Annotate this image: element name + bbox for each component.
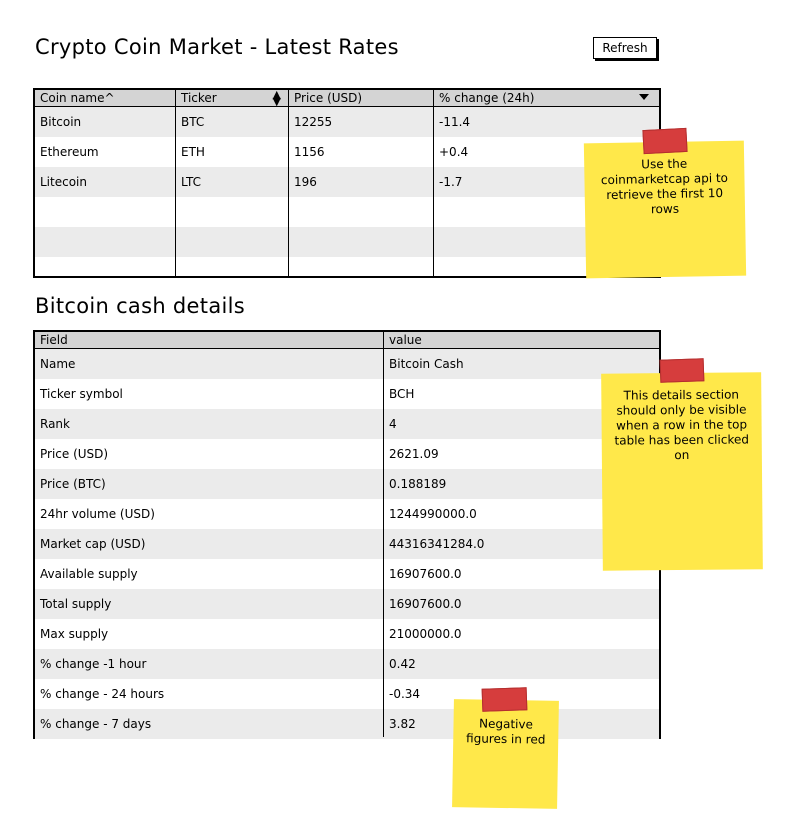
sticky-note-text: Negative figures in red [465, 716, 546, 747]
field-cell: % change - 24 hours [40, 687, 165, 701]
ticker-cell: ETH [181, 145, 205, 159]
tape-icon [481, 687, 528, 712]
field-cell: Ticker symbol [40, 387, 123, 401]
field-cell: Price (USD) [40, 447, 109, 461]
value-cell: 1244990000.0 [389, 507, 477, 521]
coin-name-cell: Bitcoin [35, 106, 176, 137]
column-header-ticker[interactable]: Ticker ▲ ▼ [176, 90, 289, 107]
details-row: Available supply 16907600.0 [35, 559, 659, 589]
table-row-empty [35, 197, 659, 227]
details-row: Price (USD) 2621.09 [35, 439, 659, 469]
field-cell: % change -1 hour [35, 649, 384, 679]
ticker-cell: BTC [176, 106, 289, 137]
sticky-note-text: This details section should only be visi… [614, 387, 749, 463]
value-cell: 16907600.0 [384, 589, 659, 619]
field-cell: Name [35, 348, 384, 379]
column-header-change[interactable]: % change (24h) [434, 90, 659, 107]
sort-both-icon[interactable]: ▲ ▼ [272, 90, 281, 107]
field-cell: Market cap (USD) [35, 529, 384, 559]
value-cell: 0.42 [384, 649, 659, 679]
field-cell: Price (BTC) [35, 469, 384, 499]
table-row-empty [35, 227, 659, 257]
field-cell: % change - 7 days [35, 709, 384, 739]
value-cell: 2621.09 [389, 447, 439, 461]
details-row: Name Bitcoin Cash [35, 348, 659, 379]
field-cell: Total supply [35, 589, 384, 619]
details-row: Max supply 21000000.0 [35, 619, 659, 649]
refresh-button[interactable]: Refresh [593, 37, 657, 59]
field-cell: Max supply [40, 627, 109, 641]
sticky-note-api: Use the coinmarketcap api to retrieve th… [583, 140, 747, 279]
details-row: % change - 7 days 3.82 [35, 709, 659, 739]
coin-name-cell: Ethereum [40, 145, 99, 159]
column-divider [383, 332, 384, 737]
sticky-note-text: Use the coinmarketcap api to retrieve th… [600, 156, 729, 217]
table-row[interactable]: Ethereum ETH 1156 +0.4 [35, 137, 659, 167]
table-row[interactable]: Litecoin LTC 196 -1.7 [35, 167, 659, 197]
details-table: Field value Name Bitcoin Cash Ticker symb… [33, 330, 661, 739]
details-row: Market cap (USD) 44316341284.0 [35, 529, 659, 559]
column-header-ticker-label: Ticker [181, 91, 217, 105]
field-cell: Rank [35, 409, 384, 439]
details-title: Bitcoin cash details [35, 294, 245, 318]
value-cell: 16907600.0 [389, 567, 462, 581]
change-cell: +0.4 [439, 145, 469, 159]
dropdown-arrow-icon[interactable] [639, 94, 649, 100]
column-divider [433, 90, 434, 276]
details-row: Ticker symbol BCH [35, 379, 659, 409]
market-table: Coin name^ Ticker ▲ ▼ Price (USD) % chang… [33, 88, 661, 278]
details-row: Total supply 16907600.0 [35, 589, 659, 619]
column-header-field[interactable]: Field [35, 332, 384, 349]
column-header-change-label: % change (24h) [439, 91, 535, 105]
details-row: Rank 4 [35, 409, 659, 439]
tape-icon [659, 358, 705, 383]
change-cell: -11.4 [434, 106, 659, 137]
page-title: Crypto Coin Market - Latest Rates [35, 35, 399, 59]
market-table-header: Coin name^ Ticker ▲ ▼ Price (USD) % chang… [35, 90, 659, 107]
table-row[interactable]: Bitcoin BTC 12255 -11.4 [35, 106, 659, 137]
coin-name-cell: Litecoin [35, 167, 176, 197]
field-cell: 24hr volume (USD) [40, 507, 155, 521]
details-table-header: Field value [35, 332, 659, 349]
details-row: % change -1 hour 0.42 [35, 649, 659, 679]
price-cell: 1156 [294, 145, 325, 159]
column-header-coin-name[interactable]: Coin name^ [35, 90, 176, 107]
value-cell: 21000000.0 [389, 627, 462, 641]
sticky-note-visibility: This details section should only be visi… [601, 372, 763, 571]
column-divider [288, 90, 289, 276]
field-cell: Available supply [40, 567, 138, 581]
value-cell: -0.34 [389, 687, 421, 701]
details-row: % change - 24 hours -0.34 [35, 679, 659, 709]
price-cell: 196 [289, 167, 434, 197]
table-row-empty [35, 257, 659, 287]
details-row: Price (BTC) 0.188189 [35, 469, 659, 499]
column-header-value[interactable]: value [384, 332, 659, 349]
column-header-price[interactable]: Price (USD) [289, 90, 434, 107]
column-divider [175, 90, 176, 276]
value-cell: BCH [389, 387, 415, 401]
tape-icon [642, 127, 688, 155]
ticker-cell: LTC [176, 167, 289, 197]
details-row: 24hr volume (USD) 1244990000.0 [35, 499, 659, 529]
price-cell: 12255 [289, 106, 434, 137]
sticky-note-negative: Negative figures in red [452, 699, 559, 809]
